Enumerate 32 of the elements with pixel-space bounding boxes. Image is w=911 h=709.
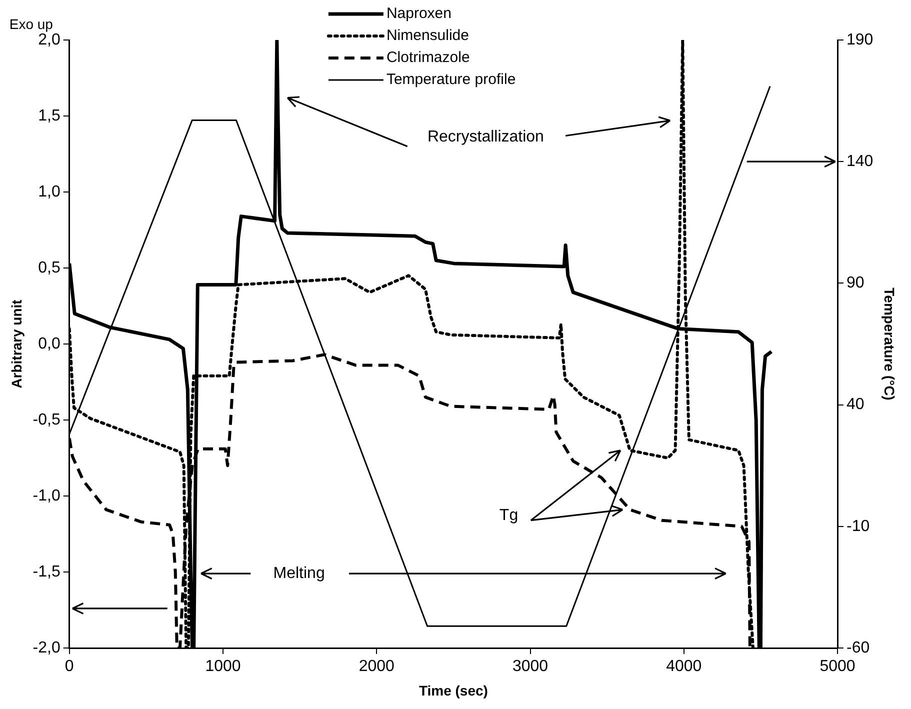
y2-tick-label: 90	[846, 274, 864, 292]
y2-tick-label: 40	[846, 396, 864, 414]
legend-label: Clotrimazole	[386, 49, 470, 66]
y-tick-label: 0,0	[38, 335, 60, 352]
legend-label: Temperature profile	[386, 71, 516, 88]
legend-label: Nimensulide	[386, 27, 469, 44]
y-axis-title: Arbitrary unit	[8, 299, 24, 388]
y2-tick-label: -60	[846, 639, 870, 656]
y2-tick-label: -10	[846, 518, 870, 535]
x-tick-label: 1000	[205, 658, 241, 676]
y-tick-label: -1,5	[32, 563, 60, 580]
x-tick-label: 4000	[666, 658, 702, 676]
y-tick-label: -2,0	[32, 639, 60, 656]
y-tick-label: 1,0	[38, 183, 60, 200]
annotation: Tg	[499, 507, 518, 524]
y-tick-label: -0,5	[32, 411, 60, 428]
annotation: Melting	[273, 564, 325, 582]
y-tick-label: -1,0	[32, 487, 60, 504]
y2-tick-label: 140	[846, 153, 874, 170]
y2-tick-label: 190	[846, 31, 874, 48]
annotation: Recrystallization	[427, 128, 544, 146]
legend-label: Naproxen	[386, 5, 452, 22]
y2-axis-title: Temperature (°C)	[882, 288, 898, 400]
x-tick-label: 2000	[358, 658, 395, 676]
y-tick-label: 0,5	[38, 259, 60, 276]
x-tick-label: 5000	[820, 658, 856, 676]
x-tick-label: 3000	[512, 658, 548, 676]
x-axis-title: Time (sec)	[418, 682, 488, 698]
y-tick-label: 2,0	[38, 31, 60, 48]
y-tick-label: 1,5	[38, 107, 60, 124]
text: Exo up	[9, 16, 54, 32]
x-tick-label: 0	[64, 658, 74, 676]
